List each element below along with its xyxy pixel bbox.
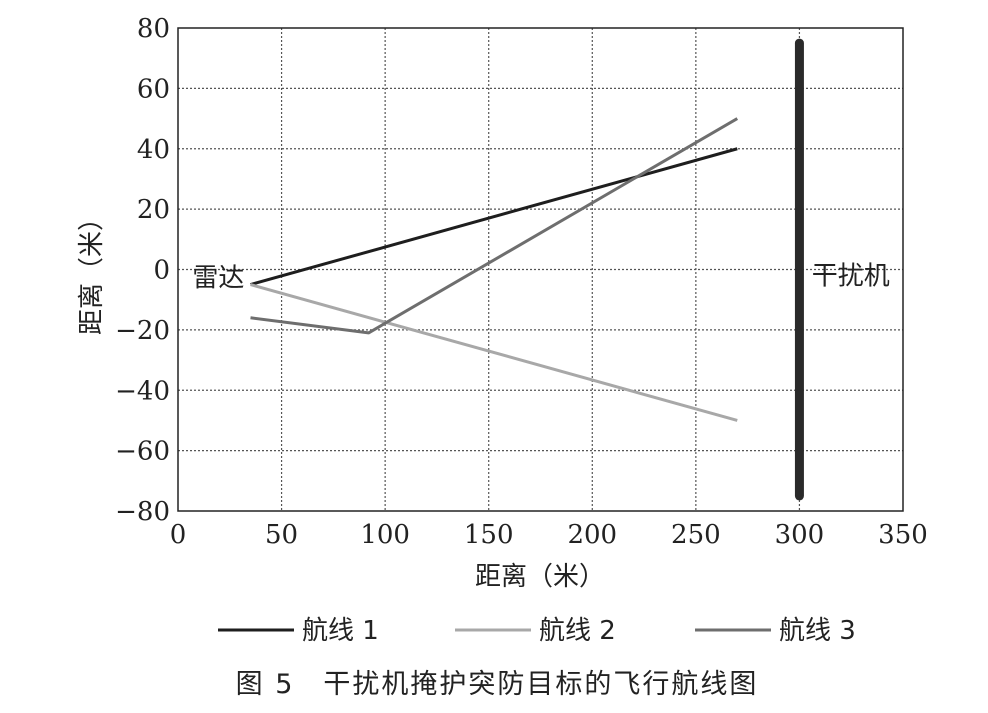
- x-tick-label: 0: [170, 520, 187, 550]
- y-tick-label: 80: [137, 14, 170, 44]
- y-tick-label: −20: [115, 316, 170, 346]
- legend: 航线 1 航线 2 航线 3: [218, 616, 856, 646]
- y-tick-label: 20: [137, 195, 170, 225]
- figure-caption: 图 5 干扰机掩护突防目标的飞行航线图: [236, 669, 759, 700]
- x-axis-title: 距离（米）: [475, 562, 605, 592]
- series-line-3: [250, 117, 739, 335]
- y-tick-label: −80: [115, 497, 170, 527]
- legend-label-1: 航线 1: [302, 616, 379, 646]
- x-tick-label: 300: [775, 520, 825, 550]
- x-tick-label: 200: [567, 520, 617, 550]
- legend-label-2: 航线 2: [539, 616, 616, 646]
- y-tick-label: 0: [153, 256, 170, 286]
- grid-lines: [178, 28, 903, 511]
- radar-label: 雷达: [192, 264, 244, 294]
- y-tick-label: −40: [115, 376, 170, 406]
- plot-frame: [177, 27, 904, 512]
- x-tick-label: 350: [878, 520, 928, 550]
- legend-label-3: 航线 3: [779, 616, 856, 646]
- jammer-label: 干扰机: [812, 262, 890, 292]
- x-tick-label: 100: [360, 520, 410, 550]
- series-line-2: [250, 283, 738, 422]
- y-axis-title: 距离（米）: [77, 205, 107, 335]
- x-tick-label: 150: [464, 520, 514, 550]
- series-layer: [250, 38, 804, 501]
- x-tick-label: 50: [265, 520, 298, 550]
- y-tick-label: 60: [137, 74, 170, 104]
- x-tick-label: 250: [671, 520, 721, 550]
- y-tick-label: −60: [115, 437, 170, 467]
- tick-labels: 0 50 100 150 200 250 300 350806040200−20−40−60−…: [115, 14, 928, 550]
- y-tick-label: 40: [137, 135, 170, 165]
- series-line-1: [250, 147, 738, 287]
